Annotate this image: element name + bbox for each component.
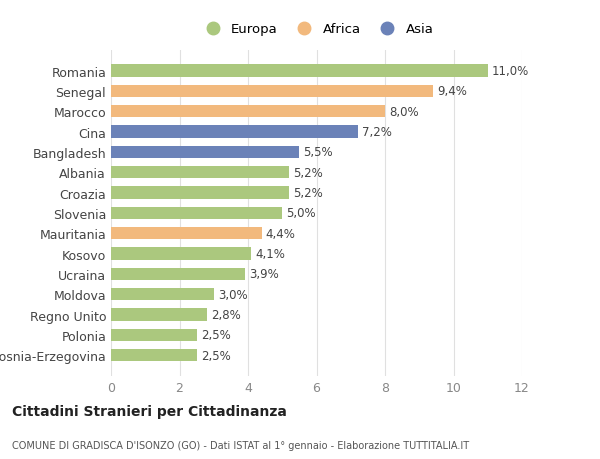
Text: 4,4%: 4,4% (266, 227, 296, 240)
Legend: Europa, Africa, Asia: Europa, Africa, Asia (194, 18, 439, 41)
Text: 2,5%: 2,5% (201, 349, 230, 362)
Bar (111, 167, 289, 179)
Bar (111, 126, 358, 138)
Bar (111, 187, 289, 199)
Text: 3,0%: 3,0% (218, 288, 247, 301)
Bar (111, 309, 207, 321)
Text: COMUNE DI GRADISCA D'ISONZO (GO) - Dati ISTAT al 1° gennaio - Elaborazione TUTTI: COMUNE DI GRADISCA D'ISONZO (GO) - Dati … (12, 440, 469, 450)
Bar (111, 329, 197, 341)
Text: 5,5%: 5,5% (304, 146, 333, 159)
Bar (111, 146, 299, 159)
Bar (111, 289, 214, 301)
Bar (111, 248, 251, 260)
Text: 5,2%: 5,2% (293, 166, 323, 179)
Text: 4,1%: 4,1% (256, 247, 286, 261)
Text: 11,0%: 11,0% (492, 65, 529, 78)
Bar (111, 65, 488, 78)
Text: 5,2%: 5,2% (293, 187, 323, 200)
Text: 9,4%: 9,4% (437, 85, 467, 98)
Text: 3,9%: 3,9% (248, 268, 278, 281)
Bar (111, 228, 262, 240)
Text: 7,2%: 7,2% (362, 126, 392, 139)
Text: 2,5%: 2,5% (201, 329, 230, 341)
Bar (111, 268, 245, 280)
Bar (111, 207, 282, 219)
Bar (111, 349, 197, 362)
Text: 5,0%: 5,0% (286, 207, 316, 220)
Text: 8,0%: 8,0% (389, 106, 419, 118)
Text: Cittadini Stranieri per Cittadinanza: Cittadini Stranieri per Cittadinanza (12, 404, 287, 418)
Bar (111, 85, 433, 98)
Text: 2,8%: 2,8% (211, 308, 241, 321)
Bar (111, 106, 385, 118)
